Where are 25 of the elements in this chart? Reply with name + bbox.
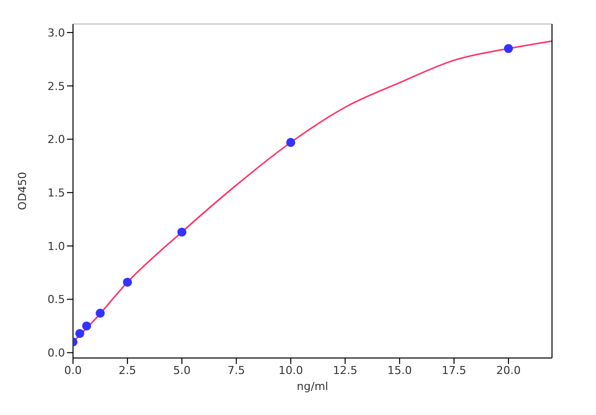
- y-tick-label: 3.0: [48, 26, 65, 40]
- point: [96, 308, 105, 318]
- x-tick-label: 2.5: [118, 364, 136, 377]
- x-tick-label: 10.0: [278, 364, 303, 377]
- point: [504, 44, 513, 54]
- point: [75, 328, 84, 338]
- y-tick-label: 1.5: [48, 186, 65, 200]
- x-tick-label: 15.0: [387, 364, 412, 377]
- x-tick-label: 12.5: [332, 364, 358, 377]
- y-tick-label: 1.0: [48, 240, 65, 253]
- x-tick-label: 5.0: [173, 364, 191, 377]
- y-tick-label: 0.5: [48, 293, 65, 306]
- y-tick-label: 0.0: [48, 346, 65, 360]
- point: [286, 138, 296, 147]
- x-tick-label: 0.0: [64, 364, 82, 377]
- y-tick-label: 2.0: [48, 133, 65, 146]
- point: [122, 278, 132, 287]
- x-tick-label: 7.5: [228, 364, 246, 377]
- x-axis-title: ng/ml: [296, 380, 328, 393]
- x-tick-label: 17.5: [442, 364, 466, 377]
- y-axis-title: OD450: [16, 172, 29, 210]
- x-tick-label: 20.0: [496, 364, 521, 377]
- point: [82, 321, 92, 330]
- y-tick-label: 2.5: [48, 80, 65, 93]
- point: [177, 228, 186, 237]
